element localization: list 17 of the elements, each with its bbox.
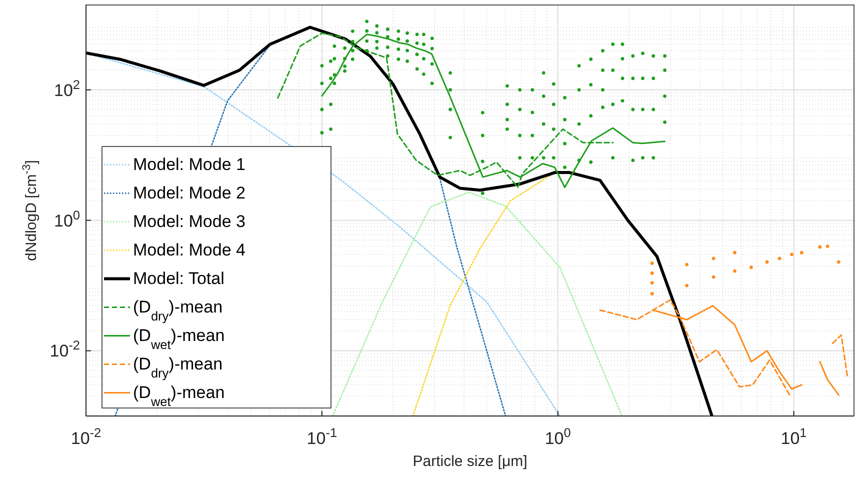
legend-label: Model: Mode 3 bbox=[133, 212, 246, 231]
x-tick-label: 10$^{0}$ bbox=[544, 424, 571, 448]
legend-label: (D$_{dry}$)-mean bbox=[133, 297, 223, 323]
legend-label: Model: Total bbox=[133, 268, 224, 288]
legend-label: Model: Mode 4 bbox=[133, 240, 246, 260]
legend-label: Model: Mode 1 bbox=[133, 154, 246, 174]
y-tick-label: 10$^{2}$ bbox=[54, 76, 80, 100]
x-tick-label: 10$^{1}$ bbox=[780, 424, 807, 448]
legend-label: Model: Mode 2 bbox=[133, 183, 246, 202]
x-tick-label: 10$^{-1}$ bbox=[306, 424, 338, 448]
y-tick-label: 10$^{-2}$ bbox=[50, 337, 80, 361]
legend-label: (D$_{wet}$)-mean bbox=[133, 326, 225, 352]
legend-label: (D$_{dry}$)-mean bbox=[133, 354, 223, 380]
legend-label: (D$_{wet}$)-mean bbox=[133, 382, 225, 408]
x-axis-title: Particle size [μm] bbox=[412, 453, 528, 470]
y-tick-label: 10$^{0}$ bbox=[54, 206, 80, 230]
x-tick-label: 10$^{-2}$ bbox=[70, 424, 102, 448]
